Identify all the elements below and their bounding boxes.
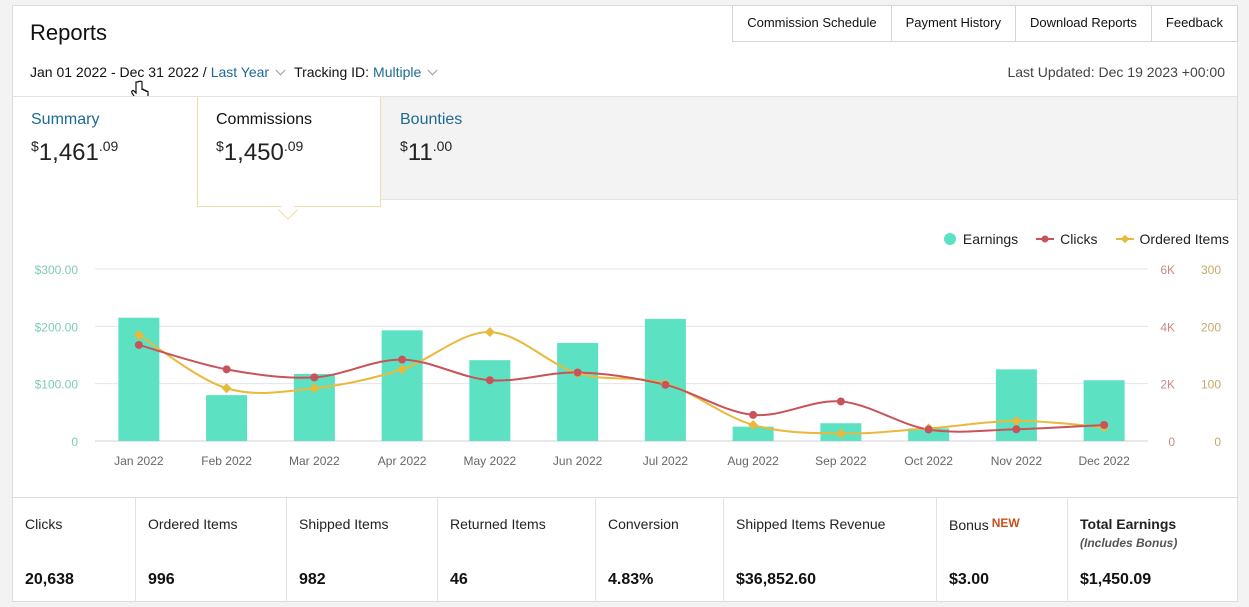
x-tick-label: May 2022 xyxy=(464,454,517,468)
clicks-point xyxy=(134,340,143,349)
legend-ordered-items[interactable]: Ordered Items xyxy=(1115,231,1229,247)
clicks-line xyxy=(138,344,1105,433)
date-range-text[interactable]: Jan 01 2022 - Dec 31 2022 / xyxy=(30,64,207,80)
x-tick-label: Nov 2022 xyxy=(991,454,1043,468)
ordered-items-point xyxy=(748,419,759,430)
download-reports-button[interactable]: Download Reports xyxy=(1015,5,1152,42)
earnings-bar xyxy=(469,360,511,441)
chevron-down-icon[interactable] xyxy=(427,65,438,75)
y-items-tick: 100 xyxy=(1201,378,1221,392)
commissions-amount: $1,450.09 xyxy=(216,138,304,166)
bounties-amount: $11.00 xyxy=(400,138,453,166)
ordered-line-icon xyxy=(1115,234,1134,244)
ordered-items-point xyxy=(397,364,408,375)
report-tabs: Summary $1,461.09 Commissions $1,450.09 … xyxy=(13,96,1237,207)
reports-panel: Reports Commission Schedule Payment Hist… xyxy=(12,5,1238,602)
y-clicks-tick: 0 xyxy=(1168,435,1175,449)
tab-bounties[interactable]: Bounties $11.00 xyxy=(382,97,566,201)
y-left-tick: $100.00 xyxy=(35,378,79,392)
tracking-id-dropdown[interactable]: Multiple xyxy=(373,64,422,80)
stat-shipped-revenue: Shipped Items Revenue $36,852.60 xyxy=(724,498,937,602)
legend-clicks[interactable]: Clicks xyxy=(1036,231,1098,247)
commission-schedule-button[interactable]: Commission Schedule xyxy=(732,5,892,42)
page-title: Reports xyxy=(30,20,108,45)
top-nav: Commission Schedule Payment History Down… xyxy=(732,5,1238,42)
ordered-items-point xyxy=(484,327,495,338)
tracking-id-label: Tracking ID: xyxy=(294,64,370,80)
earnings-bar xyxy=(557,342,599,441)
clicks-point xyxy=(398,355,407,364)
stat-conversion: Conversion 4.83% xyxy=(596,498,724,602)
ordered-items-point xyxy=(835,428,846,439)
x-tick-label: Feb 2022 xyxy=(201,454,252,468)
ordered-items-point xyxy=(1011,415,1022,426)
ordered-items-point xyxy=(133,329,144,340)
clicks-point xyxy=(222,365,231,374)
clicks-point xyxy=(924,425,933,434)
clicks-point xyxy=(1012,425,1021,434)
y-items-tick: 300 xyxy=(1201,263,1221,277)
last-updated-text: Last Updated: Dec 19 2023 +00:00 xyxy=(1007,64,1225,80)
clicks-point xyxy=(573,368,582,377)
clicks-point xyxy=(485,376,494,385)
clicks-point xyxy=(1100,420,1109,429)
y-items-tick: 0 xyxy=(1214,435,1221,449)
tab-summary-label: Summary xyxy=(31,111,100,128)
tab-summary[interactable]: Summary $1,461.09 xyxy=(13,97,197,201)
ordered-items-point xyxy=(221,383,232,394)
earnings-bar xyxy=(206,395,248,441)
summary-amount: $1,461.09 xyxy=(31,138,119,166)
tab-bounties-label: Bounties xyxy=(400,111,463,128)
stat-total-earnings: Total Earnings (Includes Bonus) $1,450.0… xyxy=(1080,516,1178,588)
payment-history-button[interactable]: Payment History xyxy=(891,5,1016,42)
clicks-point xyxy=(310,373,319,382)
tab-commissions[interactable]: Commissions $1,450.09 xyxy=(197,97,381,207)
feedback-button[interactable]: Feedback xyxy=(1151,5,1238,42)
earnings-dot-icon xyxy=(943,233,956,245)
clicks-point xyxy=(661,380,670,389)
stats-row: Clicks 20,638 Ordered Items 996 Shipped It… xyxy=(13,497,1237,602)
earnings-chart: 0 0 0 $100.00 2K 100 $200.00 4K 200 $300.00 6K 300 J… xyxy=(35,263,1222,468)
x-tick-label: Apr 2022 xyxy=(378,454,427,468)
legend-earnings[interactable]: Earnings xyxy=(943,231,1018,247)
clicks-point xyxy=(749,410,758,419)
ordered-items-line xyxy=(138,331,1105,435)
new-badge: NEW xyxy=(991,516,1020,530)
y-clicks-tick: 4K xyxy=(1160,320,1175,334)
filter-bar: Jan 01 2022 - Dec 31 2022 / Last Year Tr… xyxy=(30,64,446,80)
stat-clicks: Clicks 20,638 xyxy=(13,498,136,602)
y-left-tick: 0 xyxy=(71,435,78,449)
stat-bonus: Bonus NEW $3.00 xyxy=(937,498,1068,602)
x-tick-label: Jul 2022 xyxy=(643,454,689,468)
clicks-point xyxy=(836,397,845,406)
stat-shipped-items: Shipped Items 982 xyxy=(287,498,438,602)
chevron-down-icon[interactable] xyxy=(275,65,286,75)
stat-returned-items: Returned Items 46 xyxy=(438,498,596,602)
y-items-tick: 200 xyxy=(1201,320,1221,334)
chart-legend: Earnings Clicks Ordered Items xyxy=(925,231,1229,247)
y-clicks-tick: 2K xyxy=(1160,378,1175,392)
x-tick-label: Aug 2022 xyxy=(727,454,779,468)
y-left-tick: $200.00 xyxy=(35,320,79,334)
clicks-line-icon xyxy=(1036,235,1055,243)
x-tick-label: Oct 2022 xyxy=(904,454,953,468)
x-tick-label: Jun 2022 xyxy=(553,454,603,468)
y-left-tick: $300.00 xyxy=(35,263,79,277)
x-tick-label: Mar 2022 xyxy=(289,454,340,468)
period-dropdown[interactable]: Last Year xyxy=(210,64,270,80)
earnings-bar xyxy=(732,426,774,441)
x-tick-label: Jan 2022 xyxy=(114,454,164,468)
x-tick-label: Dec 2022 xyxy=(1078,454,1130,468)
tab-commissions-label: Commissions xyxy=(216,111,313,128)
x-tick-label: Sep 2022 xyxy=(815,454,867,468)
y-clicks-tick: 6K xyxy=(1160,263,1175,277)
earnings-bar xyxy=(381,330,423,441)
stat-ordered-items: Ordered Items 996 xyxy=(136,498,287,602)
